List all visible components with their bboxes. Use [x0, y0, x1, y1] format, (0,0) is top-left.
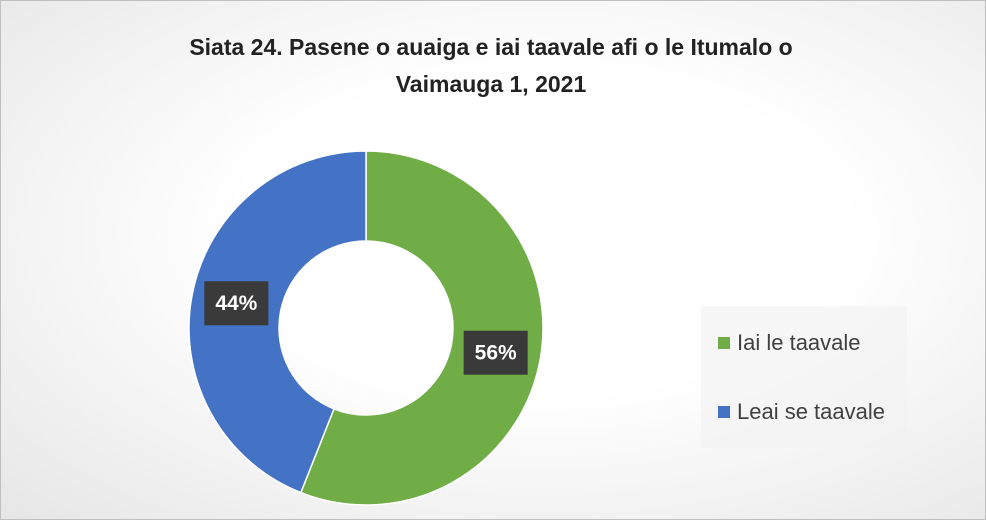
label-box — [204, 281, 269, 326]
legend-label: Iai le taavale — [737, 330, 861, 355]
legend-box — [701, 306, 907, 448]
legend-swatch — [718, 337, 730, 349]
data-label: 44% — [215, 292, 257, 315]
legend-swatch — [718, 406, 730, 418]
legend-label: Leai se taavale — [737, 399, 885, 424]
data-label: 56% — [475, 341, 517, 364]
chart-title: Siata 24. Pasene o auaiga e iai taavale … — [189, 34, 793, 97]
label-box — [463, 330, 528, 375]
donut-slice — [188, 150, 367, 494]
donut-slice — [299, 150, 544, 506]
